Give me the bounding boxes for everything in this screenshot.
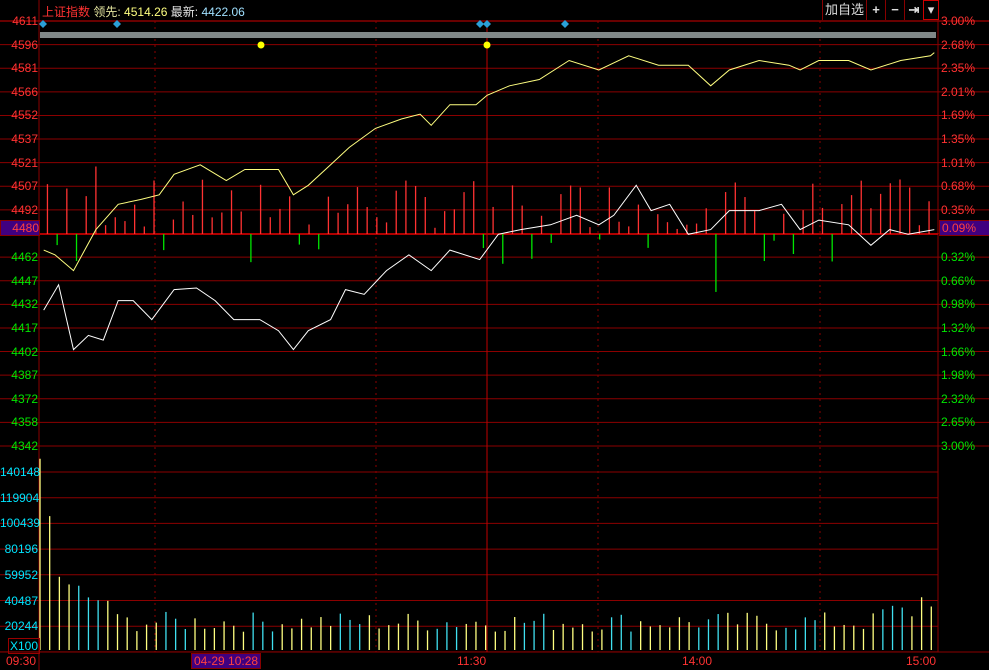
latest-label: 最新:	[170, 5, 199, 19]
volume-tick: 140148	[0, 465, 41, 479]
lead-index-line	[43, 184, 935, 351]
volume-tick: 80196	[4, 542, 38, 557]
percent-tick: 2.32%	[941, 391, 976, 406]
percent-tick: 1.98%	[941, 368, 976, 383]
price-tick: 4537	[11, 132, 38, 147]
volume-tick: 59952	[4, 567, 38, 582]
latest-value: 4422.06	[201, 5, 245, 19]
cursor-time-label: 04-29 10:28	[191, 653, 262, 669]
index-name: 上证指数	[42, 5, 91, 19]
percent-tick: 0.68%	[941, 179, 976, 194]
lead-value: 4514.26	[124, 5, 168, 19]
price-tick: 4387	[11, 368, 38, 383]
price-tick: 4417	[11, 320, 38, 335]
zoom-out-button[interactable]: −	[885, 0, 904, 20]
time-label-1500: 15:00	[906, 654, 937, 668]
percent-tick: 3.00%	[941, 14, 976, 28]
percent-tick: 2.35%	[941, 61, 976, 76]
event-diamond-icon	[476, 20, 484, 28]
price-tick: 4507	[11, 179, 38, 194]
time-label-1130: 11:30	[457, 654, 487, 668]
percent-tick: 1.01%	[941, 155, 976, 170]
price-tick: 4432	[11, 297, 38, 312]
price-tick: 4521	[11, 155, 38, 170]
event-dot-icon	[257, 41, 265, 49]
add-watchlist-button[interactable]: 加自选	[822, 0, 866, 20]
percent-tick: 1.35%	[941, 132, 976, 147]
percent-tick: 1.32%	[941, 320, 976, 335]
volume-tick: 20244	[4, 619, 38, 634]
time-label-0930: 09:30	[6, 654, 37, 668]
price-tick: 4462	[11, 250, 38, 265]
price-tick: 4552	[11, 108, 38, 123]
price-tick: 4566	[11, 84, 38, 99]
event-diamond-icon	[39, 20, 47, 28]
volume-tick: 100439	[0, 516, 41, 531]
price-tick: 4342	[11, 439, 38, 453]
volume-tick: 119904	[0, 490, 40, 505]
event-dot-icon	[483, 41, 491, 49]
percent-tick: 0.98%	[941, 297, 976, 312]
percent-tick: 2.01%	[941, 84, 976, 99]
chart-header: 上证指数 领先: 4514.26 最新: 4422.06	[42, 3, 245, 20]
time-label-1400: 14:00	[682, 654, 713, 668]
percent-tick: 2.65%	[941, 415, 976, 430]
price-line	[43, 52, 935, 272]
event-strip	[40, 32, 936, 38]
percent-tick: 1.66%	[941, 344, 976, 359]
jump-to-end-button[interactable]: ⇥	[904, 0, 923, 20]
event-diamond-icon	[561, 20, 569, 28]
price-highlight-left: 4480	[0, 220, 40, 236]
price-tick: 4581	[11, 61, 38, 76]
percent-tick: 2.68%	[941, 37, 976, 52]
percent-tick: 0.35%	[941, 202, 976, 217]
price-tick: 4596	[11, 37, 38, 52]
percent-tick: 0.32%	[941, 250, 976, 265]
price-tick: 4447	[11, 273, 38, 288]
menu-dropdown-button[interactable]: ▾	[923, 0, 939, 20]
volume-tick: 40487	[4, 593, 38, 608]
percent-tick: 1.69%	[941, 108, 976, 123]
price-tick: 4372	[11, 391, 38, 406]
percent-tick: 0.66%	[941, 273, 976, 288]
price-tick: 4492	[11, 202, 38, 217]
percent-tick: 3.00%	[941, 439, 976, 453]
event-diamond-icon	[113, 20, 121, 28]
price-tick: 4402	[11, 344, 38, 359]
price-tick: 4358	[11, 415, 38, 430]
volume-unit-label: X100	[8, 638, 41, 654]
event-diamond-icon	[483, 20, 491, 28]
lead-label: 领先:	[93, 5, 121, 19]
zoom-in-button[interactable]: +	[866, 0, 885, 20]
percent-highlight-right: 0.09%	[939, 220, 989, 236]
price-tick: 4611	[12, 14, 38, 28]
